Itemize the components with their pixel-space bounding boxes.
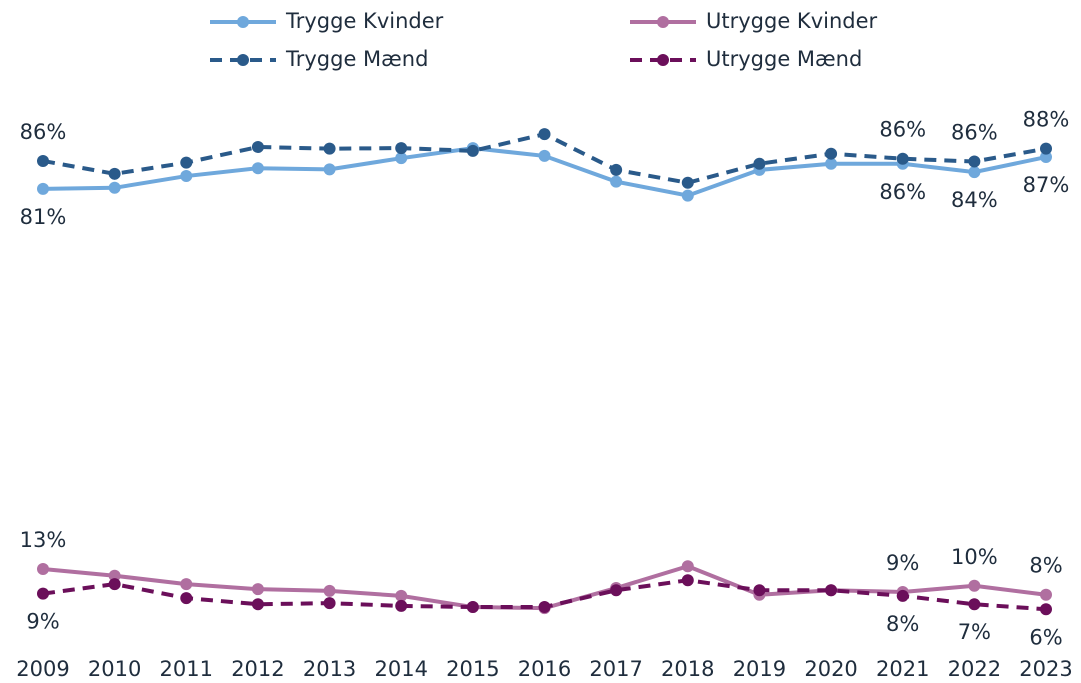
data-point (251, 140, 264, 153)
data-point (825, 147, 838, 160)
data-point (896, 589, 909, 602)
legend-marker (657, 16, 669, 28)
data-point (395, 142, 408, 155)
legend-marker (657, 54, 669, 66)
data-point (108, 167, 121, 180)
data-point (108, 181, 121, 194)
data-point (1040, 142, 1052, 155)
data-point (681, 574, 694, 587)
legend-label: Trygge Kvinder (285, 9, 444, 33)
legend-label: Trygge Mænd (285, 47, 428, 71)
data-point (538, 149, 551, 162)
x-tick-label: 2017 (589, 657, 642, 681)
data-point (1040, 603, 1052, 616)
data-label: 88% (1023, 108, 1070, 132)
x-tick-label: 2011 (160, 657, 213, 681)
data-point (538, 601, 551, 614)
data-point (681, 176, 694, 189)
data-label: 8% (886, 612, 919, 636)
data-point (825, 584, 838, 597)
data-label: 86% (951, 121, 998, 145)
data-point (1040, 151, 1052, 164)
data-label: 8% (1029, 554, 1062, 578)
data-point (37, 154, 49, 167)
data-label: 84% (951, 188, 998, 212)
data-point (395, 599, 408, 612)
x-tick-label: 2020 (804, 657, 857, 681)
x-tick-label: 2023 (1019, 657, 1072, 681)
data-label: 86% (20, 120, 67, 144)
x-tick-label: 2016 (518, 657, 571, 681)
data-point (180, 578, 193, 591)
data-point (37, 182, 49, 195)
x-tick-label: 2014 (374, 657, 427, 681)
data-point (323, 163, 336, 176)
data-point (610, 175, 623, 188)
data-point (610, 584, 623, 597)
data-point (251, 598, 264, 611)
data-point (1040, 588, 1052, 601)
x-tick-label: 2021 (876, 657, 929, 681)
data-label: 13% (20, 528, 67, 552)
data-point (180, 156, 193, 169)
data-point (251, 583, 264, 596)
x-tick-label: 2010 (88, 657, 141, 681)
x-tick-label: 2019 (733, 657, 786, 681)
data-point (323, 597, 336, 610)
data-label: 86% (879, 180, 926, 204)
x-tick-label: 2015 (446, 657, 499, 681)
x-tick-label: 2018 (661, 657, 714, 681)
data-point (37, 587, 49, 600)
legend-label: Utrygge Kvinder (706, 9, 878, 33)
data-point (466, 144, 479, 157)
data-point (968, 598, 981, 611)
data-label: 86% (879, 118, 926, 142)
data-label: 10% (951, 545, 998, 569)
data-point (968, 579, 981, 592)
data-label: 81% (20, 205, 67, 229)
data-point (108, 578, 121, 591)
data-point (180, 170, 193, 183)
data-point (968, 166, 981, 179)
legend-marker (237, 54, 249, 66)
data-point (323, 142, 336, 155)
data-point (681, 189, 694, 202)
data-point (825, 157, 838, 170)
x-tick-label: 2009 (16, 657, 69, 681)
legend-label: Utrygge Mænd (706, 47, 862, 71)
data-point (395, 152, 408, 165)
data-point (968, 155, 981, 168)
data-point (180, 592, 193, 605)
data-label: 7% (958, 620, 991, 644)
x-tick-label: 2022 (948, 657, 1001, 681)
data-label: 9% (886, 551, 919, 575)
data-point (251, 162, 264, 175)
data-point (681, 560, 694, 573)
data-point (753, 584, 766, 597)
data-point (753, 157, 766, 170)
data-point (37, 563, 49, 576)
data-point (466, 601, 479, 614)
data-label: 87% (1023, 173, 1070, 197)
data-point (395, 589, 408, 602)
data-point (538, 128, 551, 141)
data-label: 6% (1029, 625, 1062, 649)
data-point (896, 152, 909, 165)
x-tick-label: 2012 (231, 657, 284, 681)
data-point (323, 584, 336, 597)
data-point (610, 163, 623, 176)
data-point (108, 569, 121, 582)
data-label: 9% (26, 610, 59, 634)
x-tick-label: 2013 (303, 657, 356, 681)
legend-marker (237, 16, 249, 28)
